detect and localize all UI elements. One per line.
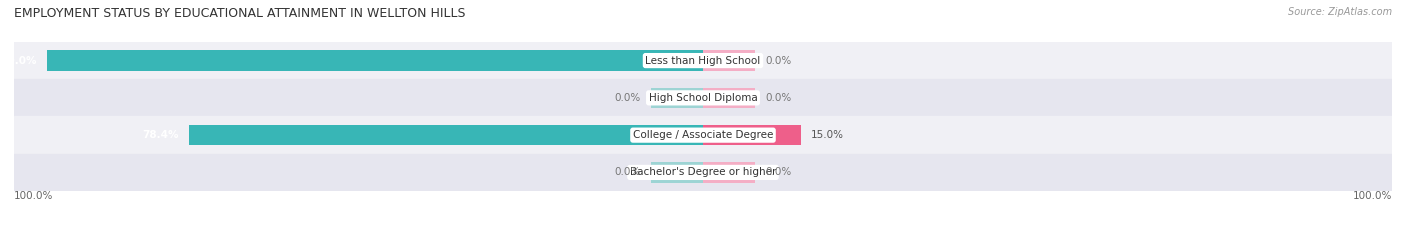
Bar — [188, 125, 703, 145]
Text: 100.0%: 100.0% — [0, 56, 37, 65]
Text: High School Diploma: High School Diploma — [648, 93, 758, 103]
Bar — [14, 42, 1392, 79]
Bar — [14, 154, 1392, 191]
Text: 0.0%: 0.0% — [614, 168, 641, 177]
Bar — [14, 116, 1392, 154]
Text: 0.0%: 0.0% — [765, 168, 792, 177]
Bar — [14, 79, 1392, 116]
Text: 0.0%: 0.0% — [614, 93, 641, 103]
Text: 0.0%: 0.0% — [765, 93, 792, 103]
Bar — [651, 88, 703, 108]
Bar — [46, 50, 703, 71]
Bar — [703, 88, 755, 108]
Text: College / Associate Degree: College / Associate Degree — [633, 130, 773, 140]
Text: 0.0%: 0.0% — [765, 56, 792, 65]
Text: 15.0%: 15.0% — [811, 130, 844, 140]
Bar — [703, 125, 801, 145]
Text: Source: ZipAtlas.com: Source: ZipAtlas.com — [1288, 7, 1392, 17]
Text: 100.0%: 100.0% — [1353, 191, 1392, 201]
Bar — [651, 162, 703, 183]
Bar — [703, 50, 755, 71]
Text: Less than High School: Less than High School — [645, 56, 761, 65]
Text: Bachelor's Degree or higher: Bachelor's Degree or higher — [630, 168, 776, 177]
Text: EMPLOYMENT STATUS BY EDUCATIONAL ATTAINMENT IN WELLTON HILLS: EMPLOYMENT STATUS BY EDUCATIONAL ATTAINM… — [14, 7, 465, 20]
Text: 100.0%: 100.0% — [14, 191, 53, 201]
Text: 78.4%: 78.4% — [142, 130, 179, 140]
Bar — [703, 162, 755, 183]
